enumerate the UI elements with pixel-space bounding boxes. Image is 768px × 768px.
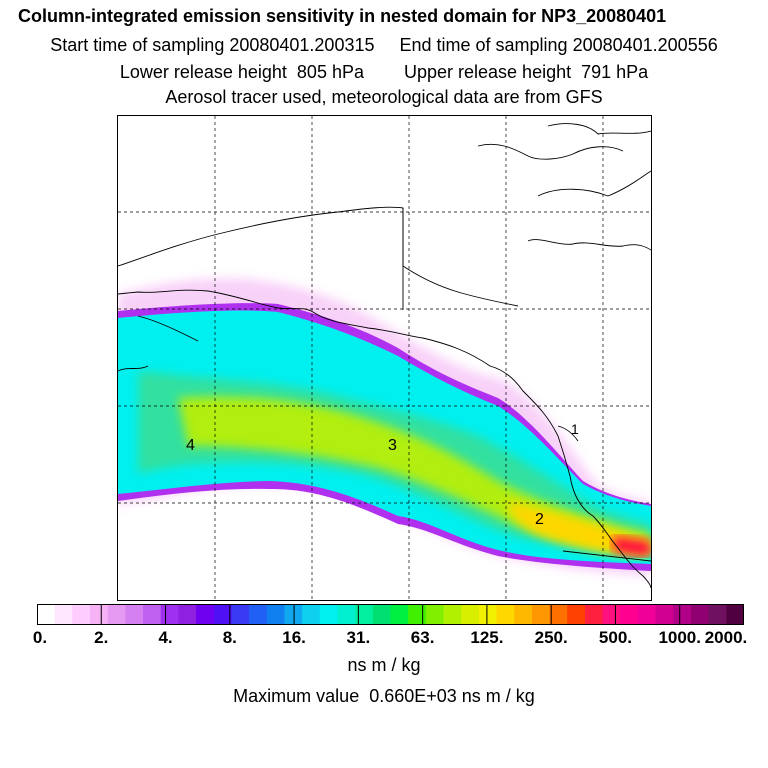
color-bar-tick-label: 63. [410,628,435,647]
marker-label-4: 4 [186,437,195,454]
color-bar-swatch [319,604,339,625]
color-bar-swatch [72,604,91,625]
color-bar-swatch [372,604,392,625]
color-bar-unit: ns m / kg [347,655,421,675]
marker-label-2: 2 [535,511,544,528]
color-bar-swatch [584,604,604,625]
marker-label-3: 3 [388,437,397,454]
color-bar-tick-label: 500. [598,628,632,647]
color-bar-swatch [514,604,533,625]
coastlines [118,123,651,589]
color-bar-swatch [143,604,162,625]
color-bar-swatch [549,604,568,625]
color-bar [37,604,744,625]
color-bar-swatch [726,604,744,625]
release-heights: Lower release height 805 hPa Upper relea… [119,62,649,82]
color-bar-tick-label: 16. [282,628,306,647]
color-bar-swatch [478,604,498,625]
color-bar-swatch [90,604,109,625]
color-bar-tick-label: 31. [346,628,371,647]
color-bar-swatch [602,604,621,625]
color-bar-tick-label: 4. [158,628,173,647]
color-bar-swatch [620,604,639,625]
sampling-times: Start time of sampling 20080401.200315 E… [50,35,718,55]
color-bar-swatch [196,604,215,625]
color-bar-swatch [213,604,233,625]
sensitivity-map: 4 3 2 1 [117,115,652,601]
color-bar-swatch [655,604,674,625]
color-bar-swatch [708,604,727,625]
color-bar-tick-label: 1000. [658,628,701,647]
plume-red-core [613,536,651,556]
color-bar-border [37,604,744,625]
color-bar-swatch [178,604,197,625]
marker-label-1: 1 [571,421,579,437]
color-bar-swatch [231,604,250,625]
color-bar-swatch [425,604,445,625]
maximum-value: Maximum value 0.660E+03 ns m / kg [233,686,535,706]
color-bar-tick-label: 8. [222,628,237,647]
lat-lon-grid [118,116,651,600]
color-bar-swatch [125,604,144,625]
color-bar-tick-label: 2000. [704,628,748,647]
color-bar-swatch [337,604,356,625]
color-bar-tick-label: 2. [94,628,109,647]
color-bar-swatch [266,604,286,625]
color-bar-swatch [107,604,126,625]
color-bar-tick-label: 0. [32,628,48,647]
color-bar-tick-label: 250. [534,628,568,647]
color-bar-tick-label: 125. [470,628,504,647]
plot-title: Column-integrated emission sensitivity i… [18,6,667,26]
color-bar-swatch [496,604,515,625]
color-bar-swatch [637,604,657,625]
color-bar-swatch [302,604,321,625]
color-bar-swatch [673,604,692,625]
color-bar-swatch [355,604,374,625]
color-bar-swatch [443,604,462,625]
color-bar-swatch [390,604,409,625]
color-bar-swatch [408,604,427,625]
color-bar-swatch [531,604,551,625]
color-bar-swatch [567,604,586,625]
color-bar-swatch [249,604,268,625]
color-bar-swatch [37,604,56,625]
color-bar-swatch [690,604,710,625]
color-bar-swatch [461,604,480,625]
color-bar-swatch [160,604,180,625]
color-bar-swatch [54,604,73,625]
tracer-info: Aerosol tracer used, meteorological data… [165,87,603,107]
